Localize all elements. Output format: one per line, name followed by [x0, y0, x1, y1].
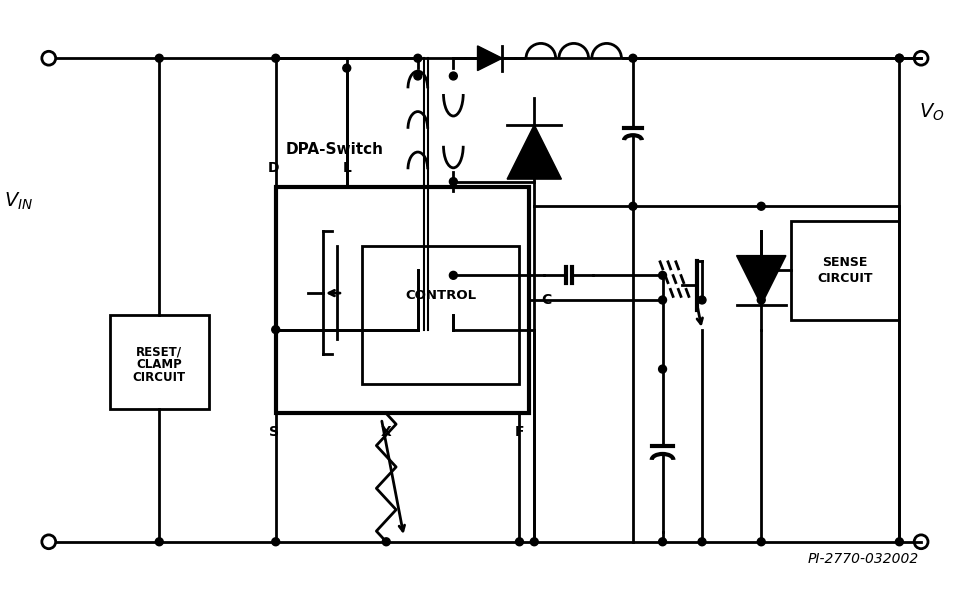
Circle shape [382, 538, 390, 546]
Text: D: D [268, 161, 279, 175]
Text: L: L [343, 161, 351, 175]
FancyBboxPatch shape [362, 246, 519, 384]
Circle shape [757, 202, 765, 210]
Text: S: S [269, 425, 278, 439]
Circle shape [659, 296, 666, 304]
Text: $V_O$: $V_O$ [919, 102, 945, 123]
Circle shape [449, 72, 457, 80]
FancyBboxPatch shape [791, 221, 900, 320]
Polygon shape [507, 125, 562, 179]
Circle shape [272, 326, 279, 334]
FancyBboxPatch shape [110, 315, 208, 409]
Circle shape [896, 54, 903, 62]
Circle shape [414, 54, 421, 62]
Text: DPA-Switch: DPA-Switch [285, 142, 384, 157]
Circle shape [414, 72, 421, 80]
Text: CONTROL: CONTROL [405, 289, 476, 302]
Text: C: C [541, 293, 551, 307]
Circle shape [698, 296, 706, 304]
Circle shape [629, 202, 636, 210]
Circle shape [272, 538, 279, 546]
Circle shape [530, 538, 539, 546]
Circle shape [449, 271, 457, 279]
Polygon shape [736, 256, 786, 305]
Circle shape [272, 54, 279, 62]
Text: RESET/: RESET/ [136, 346, 182, 358]
Text: CLAMP: CLAMP [136, 358, 182, 371]
Text: X: X [381, 425, 392, 439]
Circle shape [896, 54, 903, 62]
Circle shape [629, 54, 636, 62]
Circle shape [156, 538, 163, 546]
Circle shape [659, 271, 666, 279]
Circle shape [156, 54, 163, 62]
Circle shape [449, 303, 457, 311]
Text: CIRCUIT: CIRCUIT [132, 371, 186, 384]
Circle shape [757, 538, 765, 546]
Circle shape [516, 538, 523, 546]
Polygon shape [477, 46, 502, 71]
Text: PI-2770-032002: PI-2770-032002 [808, 553, 919, 566]
FancyBboxPatch shape [276, 187, 529, 413]
Text: F: F [515, 425, 524, 439]
Circle shape [659, 538, 666, 546]
Text: $V_{IN}$: $V_{IN}$ [4, 191, 33, 212]
Circle shape [449, 178, 457, 185]
Circle shape [343, 64, 350, 72]
Text: SENSE: SENSE [823, 256, 868, 269]
Text: CIRCUIT: CIRCUIT [817, 272, 873, 285]
Circle shape [698, 538, 706, 546]
Circle shape [757, 296, 765, 304]
Circle shape [659, 365, 666, 373]
Circle shape [896, 538, 903, 546]
